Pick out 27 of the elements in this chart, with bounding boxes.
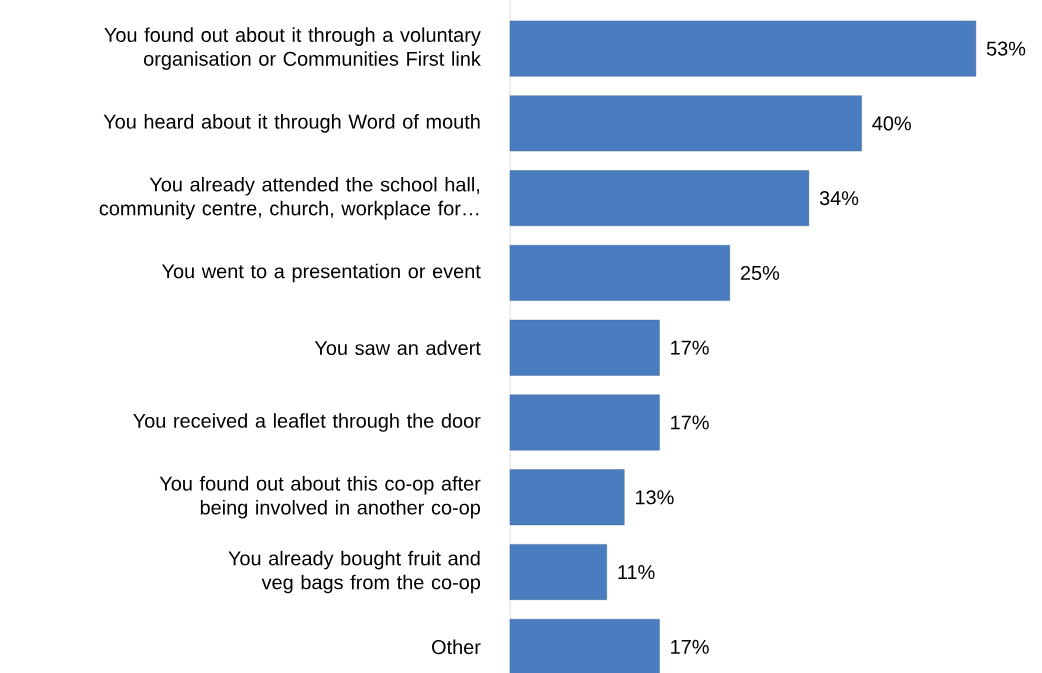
data-label: 40%	[872, 116, 911, 131]
bar	[509, 245, 730, 301]
data-label: 13%	[635, 490, 674, 505]
data-label: 17%	[671, 340, 709, 355]
y-tick-label: You already attended the school hall, community centre, church, workplace for…	[99, 176, 480, 220]
bar	[509, 469, 625, 526]
data-label: 53%	[986, 41, 1026, 56]
bar	[509, 170, 810, 227]
bar	[509, 394, 660, 451]
y-tick-label: Other	[432, 639, 481, 655]
y-tick-label: You found out about this co-op after being involved in another co-op	[159, 476, 481, 519]
bar	[509, 618, 660, 673]
bar	[509, 95, 862, 152]
y-tick-label: You already bought fruit and veg bags from the co-op	[228, 550, 481, 594]
data-label: 34%	[819, 191, 859, 206]
data-label: 17%	[671, 415, 709, 430]
y-tick-label: You found out about it through a voluntary organisation or Communities First link	[104, 27, 481, 70]
y-tick-label: You received a leaflet through the door	[133, 413, 481, 432]
y-tick-label: You saw an advert	[314, 340, 481, 356]
bar	[509, 20, 977, 77]
bar	[509, 544, 607, 600]
data-label: 25%	[740, 265, 780, 280]
bar	[509, 319, 660, 376]
y-tick-label: You went to a presentation or event	[161, 263, 481, 283]
data-label: 17%	[671, 639, 709, 654]
y-tick-label: You heard about it through Word of mouth	[103, 114, 480, 133]
data-label: 11%	[618, 565, 655, 580]
